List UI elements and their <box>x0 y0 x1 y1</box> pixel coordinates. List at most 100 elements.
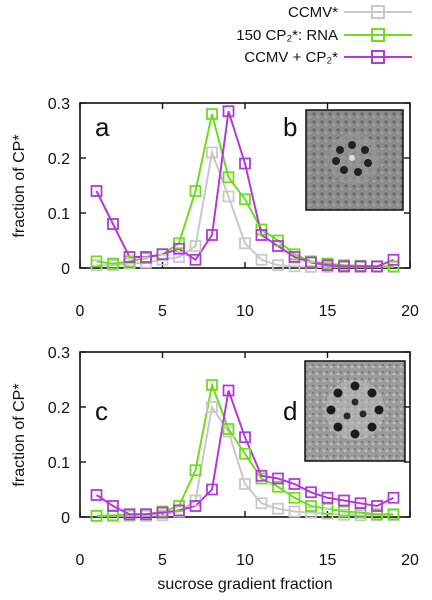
xtick-label: 20 <box>401 303 419 320</box>
ytick-label: 0 <box>61 510 70 527</box>
legend-marker-ccmv <box>371 5 385 19</box>
ytick-label: 0.3 <box>48 345 70 362</box>
micrograph-b <box>305 109 404 211</box>
particle-b <box>328 133 380 185</box>
inset-b: b <box>283 109 404 211</box>
data-point-cp2_rna <box>371 508 383 521</box>
ylabel-a: fraction of CP* <box>11 134 28 237</box>
legend-label-ccmv: CCMV* <box>288 4 338 21</box>
ytick-label: 0.3 <box>48 96 70 113</box>
data-point-ccmv_cp2 <box>123 508 136 521</box>
data-point-ccmv <box>272 502 284 515</box>
legend-marker-cp2-rna <box>371 28 385 42</box>
xtick-label: 5 <box>158 552 167 569</box>
data-point-ccmv <box>206 401 218 413</box>
data-point-ccmv_cp2 <box>173 504 185 517</box>
data-point-ccmv_cp2 <box>338 494 350 507</box>
data-point-cp2_rna <box>206 108 218 120</box>
xlabel-c: sucrose gradient fraction <box>157 576 332 593</box>
data-point-cp2_rna <box>239 193 251 206</box>
data-point-ccmv_cp2 <box>90 489 103 501</box>
xtick-label: 0 <box>76 552 85 569</box>
data-point-ccmv_cp2 <box>255 229 268 241</box>
data-point-ccmv_cp2 <box>354 497 367 510</box>
panel-c: 0 5 10 15 20 0 0.1 0.2 0.3 c fraction of CP* suc… <box>11 345 419 593</box>
inset-letter-b: b <box>283 112 297 142</box>
ytick-label: 0.1 <box>48 455 70 472</box>
xtick-label: 15 <box>319 552 337 569</box>
data-point-ccmv <box>239 478 251 490</box>
data-point-ccmv_cp2 <box>387 491 400 504</box>
data-point-cp2_rna <box>222 171 235 184</box>
data-point-cp2_rna <box>206 379 218 391</box>
legend-entry-cp2-rna: 150 CP₂*: RNA <box>236 27 412 44</box>
data-point-ccmv_cp2 <box>189 500 202 512</box>
ticks-a: 0 5 10 15 20 0 0.1 0.2 0.3 <box>48 96 419 320</box>
data-point-ccmv <box>288 505 301 518</box>
ytick-label: 0.2 <box>48 400 70 417</box>
data-point-cp2_rna <box>387 508 400 521</box>
data-point-cp2_rna <box>90 255 103 268</box>
data-point-cp2_rna <box>189 464 202 477</box>
data-point-ccmv_cp2 <box>288 478 301 490</box>
xtick-label: 10 <box>236 303 254 320</box>
panel-letter-c: c <box>95 396 108 426</box>
data-point-ccmv_cp2 <box>321 491 334 504</box>
data-point-ccmv_cp2 <box>371 260 383 273</box>
xtick-label: 15 <box>319 303 337 320</box>
data-point-cp2_rna <box>288 491 301 504</box>
xtick-label: 0 <box>76 303 85 320</box>
panel-a: 0 5 10 15 20 0 0.1 0.2 0.3 a fraction of CP* b <box>11 96 419 320</box>
series-lines-c <box>95 381 394 517</box>
inset-d: d <box>283 360 406 462</box>
data-point-ccmv_cp2 <box>288 251 301 263</box>
data-point-ccmv_cp2 <box>189 253 202 266</box>
ytick-label: 0.2 <box>48 151 70 168</box>
legend-label-ccmv-cp2: CCMV + CP₂* <box>244 49 338 66</box>
data-point-cp2_rna <box>189 185 202 197</box>
data-point-cp2_rna <box>90 509 103 522</box>
data-point-ccmv_cp2 <box>123 251 136 263</box>
xtick-label: 10 <box>236 552 254 569</box>
data-point-ccmv_cp2 <box>222 105 235 118</box>
legend-marker-ccmv-cp2 <box>371 50 385 64</box>
inset-letter-d: d <box>283 396 297 426</box>
data-point-cp2_rna <box>321 502 334 515</box>
legend-label-cp2-rna: 150 CP₂*: RNA <box>236 27 338 44</box>
data-point-ccmv_cp2 <box>354 260 367 273</box>
legend-entry-ccmv: CCMV* <box>288 4 412 21</box>
data-point-ccmv_cp2 <box>387 253 400 266</box>
series-markers-a <box>90 105 400 273</box>
ytick-label: 0.1 <box>48 206 70 223</box>
data-point-ccmv <box>189 240 202 252</box>
data-point-ccmv <box>173 251 185 263</box>
data-point-cp2_rna <box>239 447 251 460</box>
data-point-ccmv_cp2 <box>255 469 268 482</box>
legend: CCMV* 150 CP₂*: RNA CCMV + CP₂* <box>236 4 412 66</box>
series-line-ccmv <box>96 404 394 517</box>
data-point-ccmv <box>255 497 268 510</box>
ylabel-c: fraction of CP* <box>11 383 28 486</box>
data-point-ccmv <box>239 237 251 250</box>
data-point-ccmv <box>272 259 284 272</box>
data-point-cp2_rna <box>107 257 119 270</box>
data-point-ccmv_cp2 <box>173 242 185 255</box>
data-point-ccmv_cp2 <box>222 384 235 397</box>
data-point-ccmv <box>206 146 218 159</box>
data-point-ccmv_cp2 <box>206 483 218 496</box>
data-point-ccmv <box>222 190 235 203</box>
data-point-cp2_rna <box>387 260 400 273</box>
data-point-ccmv <box>305 506 317 519</box>
data-point-cp2_rna <box>272 480 284 493</box>
data-point-ccmv_cp2 <box>140 508 152 521</box>
data-point-ccmv_cp2 <box>305 486 317 499</box>
ticks-c: 0 5 10 15 20 0 0.1 0.2 0.3 <box>48 345 419 569</box>
data-point-ccmv_cp2 <box>272 472 284 485</box>
data-point-ccmv_cp2 <box>107 500 119 512</box>
data-point-ccmv_cp2 <box>156 506 169 519</box>
data-point-ccmv_cp2 <box>272 240 284 252</box>
series-markers-c <box>90 379 400 522</box>
legend-entry-ccmv-cp2: CCMV + CP₂* <box>244 49 412 66</box>
data-point-ccmv_cp2 <box>140 251 152 263</box>
data-point-ccmv_cp2 <box>90 185 103 197</box>
